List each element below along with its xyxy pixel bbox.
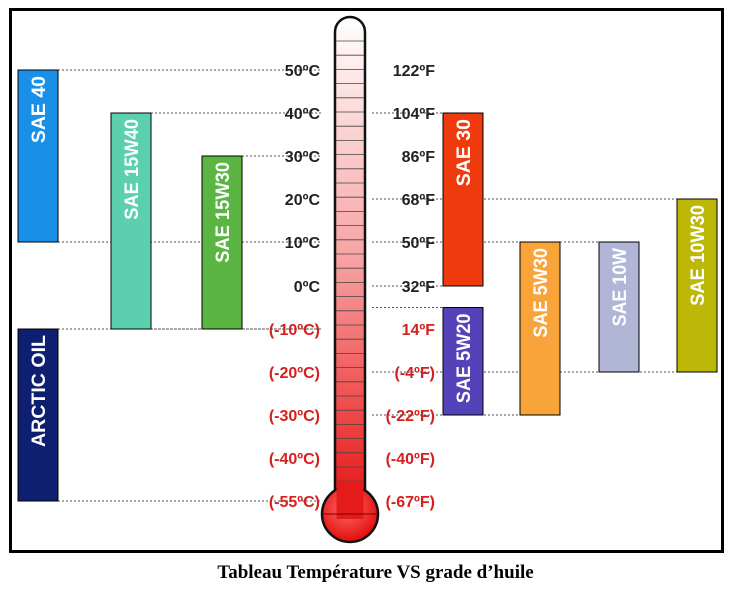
bar-sae-15w40: SAE 15W40: [110, 112, 152, 330]
fahrenheit-tick-label: 14ºF: [402, 322, 436, 339]
bar-label-sae-40: SAE 40: [29, 76, 50, 143]
thermometer-tube: [333, 15, 367, 501]
bar-sae-10w: SAE 10W: [598, 241, 640, 373]
bar-rect-sae-30: [442, 112, 484, 287]
bar-sae-15w30: SAE 15W30: [201, 155, 243, 330]
bar-sae-30: SAE 30: [442, 112, 484, 287]
celsius-tick-label: (-20ºC): [269, 365, 320, 382]
bar-label-sae-30: SAE 30: [454, 119, 475, 186]
bar-label-sae-10w: SAE 10W: [610, 248, 631, 326]
bar-label-sae-15w30: SAE 15W30: [213, 162, 234, 263]
bar-rect-sae-5w20: [442, 307, 484, 416]
bar-sae-5w20: SAE 5W20: [442, 307, 484, 416]
celsius-tick-label: 30ºC: [285, 149, 321, 166]
fahrenheit-tick-label: (-22ºF): [386, 408, 435, 425]
bar-rect-sae-40: [17, 69, 59, 243]
bar-rect-sae-15w30: [201, 155, 243, 330]
fahrenheit-tick-label: 122ºF: [393, 63, 436, 80]
chart-caption: Tableau Température VS grade d’huile: [217, 562, 534, 583]
bar-rect-sae-5w30: [519, 241, 561, 416]
bar-label-sae-15w40: SAE 15W40: [122, 119, 143, 220]
fahrenheit-tick-label: 68ºF: [402, 192, 436, 209]
temperature-chart: SAE 40 ARCTIC OIL SAE 15W40 SAE 15W30 SAE 30…: [17, 15, 718, 544]
bar-rect-sae-10w30: [676, 198, 718, 373]
fahrenheit-tick-label: (-4ºF): [395, 365, 436, 382]
celsius-tick-label: 50ºC: [285, 63, 321, 80]
bar-rect-sae-15w40: [110, 112, 152, 330]
bar-rect-arctic-oil: [17, 328, 59, 502]
celsius-tick-label: (-10ºC): [269, 322, 320, 339]
celsius-tick-label: 10ºC: [285, 235, 321, 252]
bar-label-sae-5w20: SAE 5W20: [454, 313, 475, 403]
bar-label-sae-10w30: SAE 10W30: [688, 205, 709, 306]
bar-sae-5w30: SAE 5W30: [519, 241, 561, 416]
celsius-tick-label: (-30ºC): [269, 408, 320, 425]
bar-rect-sae-10w: [598, 241, 640, 373]
celsius-tick-label: (-40ºC): [269, 451, 320, 468]
celsius-tick-label: 20ºC: [285, 192, 321, 209]
bar-label-sae-5w30: SAE 5W30: [531, 248, 552, 338]
fahrenheit-tick-label: 104ºF: [393, 106, 436, 123]
celsius-tick-label: 40ºC: [285, 106, 321, 123]
chart-frame: SAE 40 ARCTIC OIL SAE 15W40 SAE 15W30 SAE 30…: [9, 8, 724, 553]
fahrenheit-tick-label: 86ºF: [402, 149, 436, 166]
fahrenheit-tick-label: 50ºF: [402, 235, 436, 252]
fahrenheit-tick-label: (-67ºF): [386, 494, 435, 511]
bar-arctic-oil: ARCTIC OIL: [17, 328, 59, 502]
thermometer-neck: [336, 481, 364, 519]
fahrenheit-tick-label: (-40ºF): [386, 451, 435, 468]
celsius-tick-label: 0ºC: [294, 279, 321, 296]
bar-label-arctic-oil: ARCTIC OIL: [29, 335, 50, 447]
bar-sae-40: SAE 40: [17, 69, 59, 243]
celsius-tick-label: (-55ºC): [269, 494, 320, 511]
bar-sae-10w30: SAE 10W30: [676, 198, 718, 373]
fahrenheit-tick-label: 32ºF: [402, 279, 436, 296]
